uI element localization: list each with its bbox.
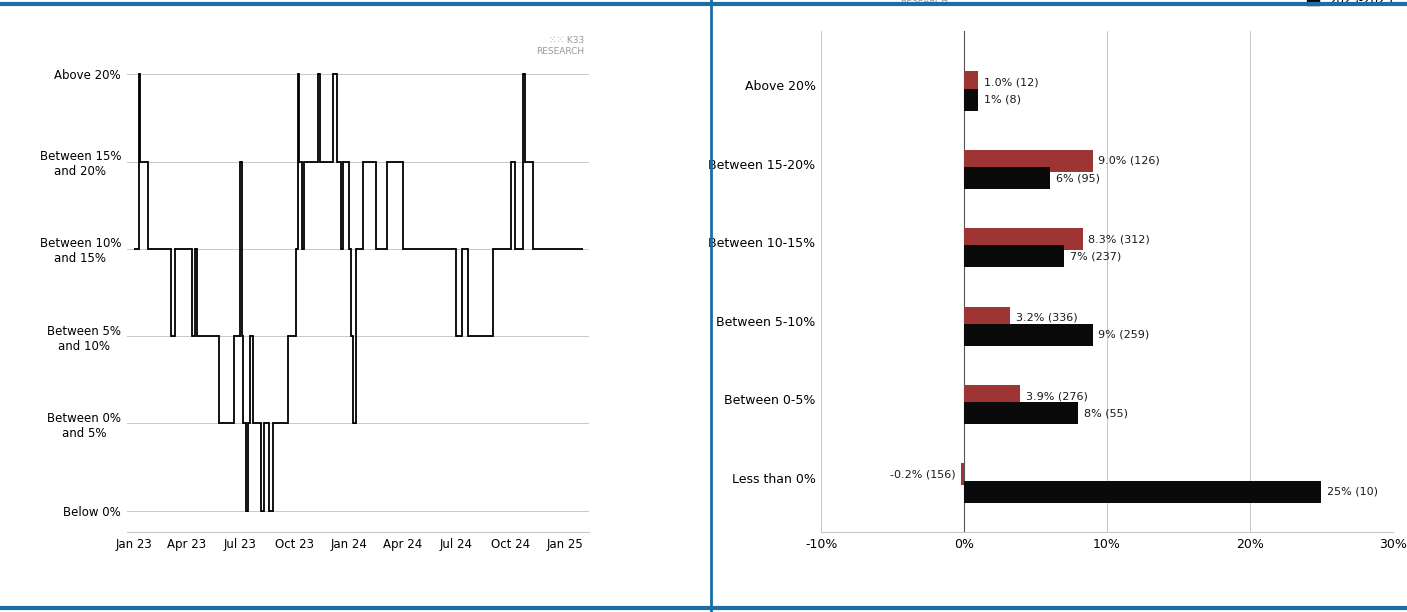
Text: -0.2% (156): -0.2% (156) bbox=[889, 469, 955, 479]
Text: 9.0% (126): 9.0% (126) bbox=[1099, 156, 1161, 166]
Text: ⁙⁙ K33
RESEARCH: ⁙⁙ K33 RESEARCH bbox=[900, 0, 948, 6]
Text: 7% (237): 7% (237) bbox=[1069, 252, 1121, 261]
Text: 6% (95): 6% (95) bbox=[1055, 173, 1099, 183]
Bar bbox=[964, 89, 978, 111]
Bar bbox=[964, 228, 1083, 250]
Bar bbox=[964, 324, 1093, 346]
Text: 8% (55): 8% (55) bbox=[1085, 408, 1128, 418]
Bar bbox=[964, 385, 1020, 407]
Legend: 2021-2025, 2023-2025: 2021-2025, 2023-2025 bbox=[1307, 0, 1393, 7]
Text: ⁙⁙ K33
RESEARCH: ⁙⁙ K33 RESEARCH bbox=[536, 35, 584, 56]
Text: 1% (8): 1% (8) bbox=[983, 95, 1021, 105]
Text: 1.0% (12): 1.0% (12) bbox=[983, 77, 1038, 88]
Bar bbox=[961, 463, 964, 485]
Bar bbox=[964, 245, 1064, 267]
Text: 3.2% (336): 3.2% (336) bbox=[1016, 313, 1078, 323]
Bar bbox=[964, 402, 1078, 424]
Bar bbox=[964, 480, 1321, 502]
Text: 9% (259): 9% (259) bbox=[1099, 330, 1150, 340]
Text: 25% (10): 25% (10) bbox=[1327, 487, 1379, 497]
Bar bbox=[964, 150, 1093, 172]
Bar bbox=[964, 307, 1010, 329]
Bar bbox=[964, 167, 1050, 189]
Text: 3.9% (276): 3.9% (276) bbox=[1026, 391, 1088, 401]
Bar bbox=[964, 72, 978, 94]
Text: 8.3% (312): 8.3% (312) bbox=[1089, 234, 1150, 244]
